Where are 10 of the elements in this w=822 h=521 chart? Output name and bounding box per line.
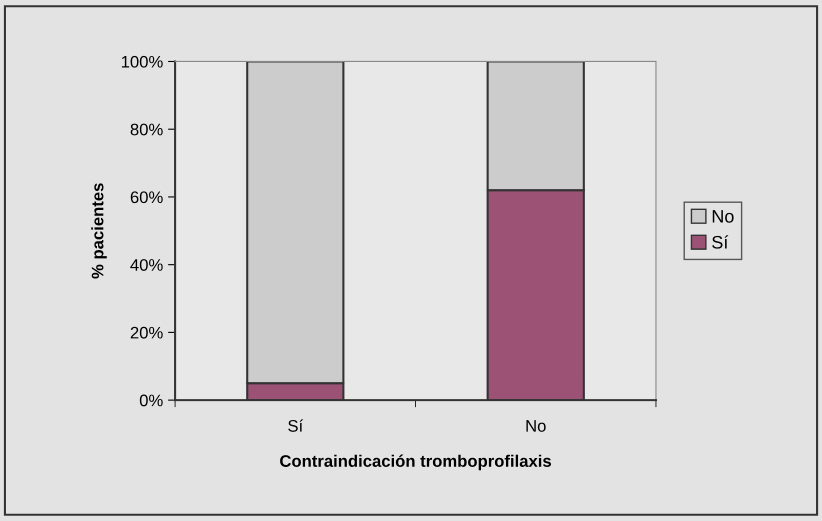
y-axis-title: % pacientes <box>91 183 107 279</box>
y-tick-label: 100% <box>122 56 163 68</box>
y-tick-label: 20% <box>130 326 163 339</box>
y-tick-label: 40% <box>130 259 163 271</box>
legend-label: No <box>712 210 734 223</box>
y-tick-label: 60% <box>130 191 163 204</box>
y-tick-label: 80% <box>130 124 163 136</box>
y-tick-label: 0% <box>140 394 163 406</box>
legend-label: Sí <box>712 235 728 249</box>
x-axis-title: Contraindicación tromboprofilaxis <box>280 454 551 470</box>
